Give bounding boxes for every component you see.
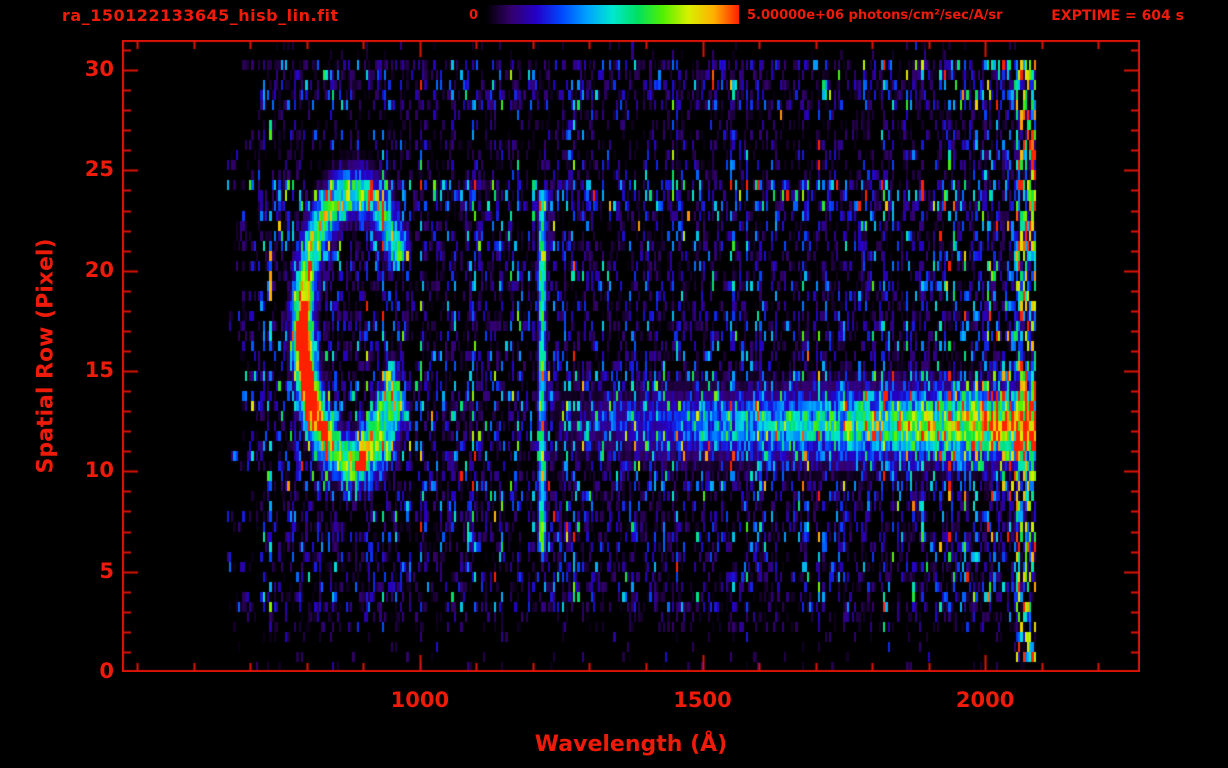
heatmap-canvas bbox=[122, 40, 1140, 672]
colorbar-gradient bbox=[486, 5, 739, 24]
colorbar-min-label: 0 bbox=[468, 8, 478, 23]
y-axis-title: Spatial Row (Pixel) bbox=[33, 238, 59, 474]
exptime-label: EXPTIME = 604 s bbox=[1051, 8, 1184, 24]
y-tick-label: 0 bbox=[99, 659, 114, 683]
y-tick-label: 5 bbox=[99, 558, 114, 583]
y-tick-label: 25 bbox=[84, 157, 114, 182]
x-tick-label: 2000 bbox=[955, 688, 1015, 712]
y-tick-label: 30 bbox=[84, 57, 114, 82]
colorbar-max-label: 5.00000e+06 photons/cm²/sec/A/sr bbox=[747, 8, 1003, 23]
filename-label: ra_150122133645_hisb_lin.fit bbox=[62, 6, 339, 25]
x-axis-title: Wavelength (Å) bbox=[534, 732, 728, 757]
x-tick-label: 1000 bbox=[390, 688, 450, 712]
x-tick-label: 1500 bbox=[673, 688, 732, 712]
spectral-image-plot bbox=[122, 40, 1140, 672]
